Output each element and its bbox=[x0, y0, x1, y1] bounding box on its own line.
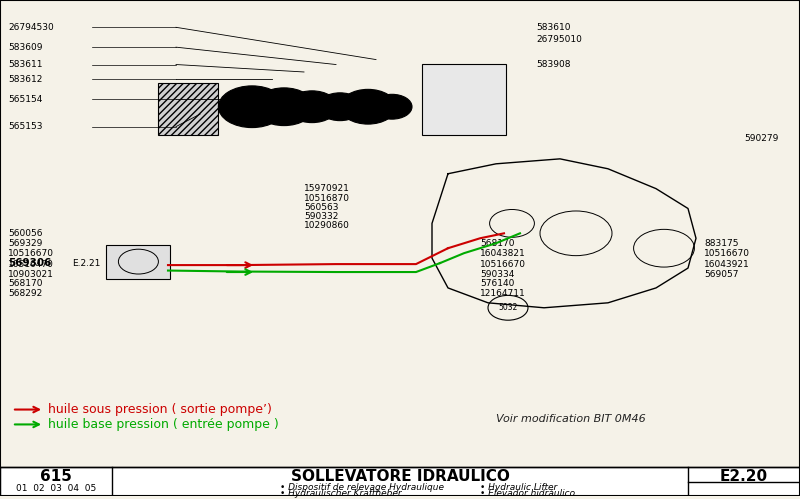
FancyBboxPatch shape bbox=[158, 83, 218, 135]
Text: 583908: 583908 bbox=[536, 60, 570, 69]
Text: huile sous pression ( sortie pompe’): huile sous pression ( sortie pompe’) bbox=[48, 403, 272, 416]
Text: 583612: 583612 bbox=[8, 75, 42, 84]
Text: 10516670: 10516670 bbox=[8, 249, 54, 257]
Text: 568170: 568170 bbox=[8, 279, 42, 288]
Text: 583609: 583609 bbox=[8, 42, 42, 52]
Circle shape bbox=[235, 96, 269, 117]
Circle shape bbox=[318, 93, 362, 121]
Text: Voir modification BIT 0M46: Voir modification BIT 0M46 bbox=[496, 415, 646, 425]
Circle shape bbox=[372, 94, 412, 119]
Text: 5032: 5032 bbox=[498, 303, 518, 312]
Text: 565154: 565154 bbox=[8, 95, 42, 104]
Text: 26794530: 26794530 bbox=[8, 23, 54, 32]
Circle shape bbox=[354, 98, 382, 115]
Text: 10290860: 10290860 bbox=[304, 221, 350, 230]
Text: 16043821: 16043821 bbox=[480, 249, 526, 257]
Circle shape bbox=[286, 91, 338, 123]
FancyBboxPatch shape bbox=[0, 0, 800, 472]
Text: 10903021: 10903021 bbox=[8, 269, 54, 278]
Text: 560056: 560056 bbox=[8, 229, 42, 238]
FancyBboxPatch shape bbox=[106, 245, 170, 279]
Circle shape bbox=[340, 89, 396, 124]
Text: 15970921: 15970921 bbox=[304, 184, 350, 193]
Text: 560563: 560563 bbox=[304, 203, 338, 212]
Text: • Dispositif de relevage Hydraulique: • Dispositif de relevage Hydraulique bbox=[280, 483, 444, 492]
Text: 568292: 568292 bbox=[8, 289, 42, 298]
Circle shape bbox=[254, 88, 314, 126]
Text: 583610: 583610 bbox=[536, 23, 570, 32]
Text: 01  02  03  04  05: 01 02 03 04 05 bbox=[16, 485, 96, 494]
Circle shape bbox=[329, 100, 351, 114]
Text: 590279: 590279 bbox=[744, 135, 778, 144]
Text: 16043921: 16043921 bbox=[704, 259, 750, 268]
Text: 10516670: 10516670 bbox=[480, 259, 526, 268]
Text: 569306: 569306 bbox=[8, 258, 51, 268]
Text: 565153: 565153 bbox=[8, 122, 42, 131]
Text: 10516870: 10516870 bbox=[304, 194, 350, 203]
Text: huile base pression ( entrée pompe ): huile base pression ( entrée pompe ) bbox=[48, 418, 278, 431]
Text: • Hydraulischer Kraftheber: • Hydraulischer Kraftheber bbox=[280, 490, 402, 499]
Circle shape bbox=[299, 99, 325, 115]
Text: • Hydraulic Lifter: • Hydraulic Lifter bbox=[480, 483, 558, 492]
Text: 615: 615 bbox=[40, 469, 72, 484]
Circle shape bbox=[269, 97, 299, 116]
FancyBboxPatch shape bbox=[0, 467, 800, 497]
Text: 590332: 590332 bbox=[304, 212, 338, 221]
Text: 590334: 590334 bbox=[480, 269, 514, 278]
Text: 26795010: 26795010 bbox=[536, 35, 582, 44]
Text: • Elevador hidráulico: • Elevador hidráulico bbox=[480, 490, 575, 499]
Text: 569329: 569329 bbox=[8, 239, 42, 248]
FancyBboxPatch shape bbox=[422, 63, 506, 135]
Text: 883175: 883175 bbox=[704, 239, 738, 248]
Text: 569057: 569057 bbox=[704, 269, 738, 278]
Text: 568170: 568170 bbox=[480, 239, 514, 248]
Text: 583611: 583611 bbox=[8, 60, 42, 69]
Circle shape bbox=[218, 86, 286, 128]
Text: E2.20: E2.20 bbox=[720, 469, 768, 484]
Text: E.2.21: E.2.21 bbox=[72, 258, 100, 267]
Text: 12164711: 12164711 bbox=[480, 289, 526, 298]
Text: 10516470: 10516470 bbox=[8, 259, 54, 268]
Text: 10516670: 10516670 bbox=[704, 249, 750, 257]
Circle shape bbox=[382, 100, 402, 113]
Text: 576140: 576140 bbox=[480, 279, 514, 288]
Text: SOLLEVATORE IDRAULICO: SOLLEVATORE IDRAULICO bbox=[290, 469, 510, 484]
